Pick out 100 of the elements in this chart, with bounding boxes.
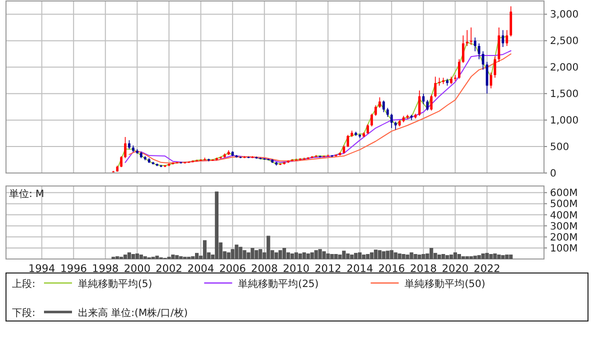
bar <box>306 253 310 259</box>
bar <box>509 254 513 259</box>
bar <box>430 248 434 259</box>
bar <box>143 256 147 259</box>
y-tick-label: 500 <box>550 142 570 154</box>
bar <box>131 254 136 259</box>
bar <box>334 254 338 259</box>
bar <box>278 250 282 259</box>
line-series <box>116 36 508 170</box>
x-tick-label: 2000 <box>124 263 151 275</box>
legend-label: 単純移動平均(5) <box>78 278 152 290</box>
bar <box>438 254 442 259</box>
bar <box>266 236 270 259</box>
x-tick-label: 2006 <box>219 263 246 275</box>
x-tick-label: 2002 <box>156 263 182 275</box>
x-tick-label: 2016 <box>378 263 406 275</box>
bar <box>330 254 334 259</box>
y-tick-label: 600M <box>550 188 578 200</box>
x-tick-label: 1998 <box>92 263 119 275</box>
legend-label: 単純移動平均(50) <box>404 278 486 290</box>
bar <box>294 252 298 259</box>
bar <box>497 254 501 259</box>
y-tick-label: 3,000 <box>550 10 579 21</box>
y-tick-label: 400M <box>550 210 578 222</box>
annotation: 単位: M <box>9 188 44 200</box>
candlestick <box>426 100 429 111</box>
candlestick <box>390 113 393 128</box>
bar <box>505 254 509 259</box>
bar <box>258 249 262 259</box>
candlestick <box>430 94 433 111</box>
bar <box>310 252 314 259</box>
bar <box>374 250 378 259</box>
bar <box>465 256 469 259</box>
bar <box>477 255 481 259</box>
bar <box>242 250 246 259</box>
x-tick-label: 2004 <box>187 263 214 275</box>
bar <box>175 255 179 259</box>
bar <box>155 256 159 259</box>
legend-title: 上段: <box>12 278 36 290</box>
candlestick <box>462 35 464 64</box>
bar <box>314 250 318 259</box>
bar <box>418 254 422 259</box>
candlestick <box>346 134 350 148</box>
candlestick <box>474 37 476 52</box>
candlestick <box>370 113 373 127</box>
bar <box>394 252 398 259</box>
x-tick-label: 2018 <box>410 263 437 275</box>
bar <box>116 256 120 259</box>
legend-title: 下段: <box>12 307 36 319</box>
candlestick <box>120 156 122 168</box>
x-tick-label: 2012 <box>314 263 342 275</box>
candlestick <box>478 42 480 60</box>
y-tick-label: 1,500 <box>550 89 579 100</box>
candlestick <box>366 124 369 134</box>
bar <box>254 250 258 259</box>
bar <box>370 252 374 259</box>
bar <box>398 253 402 259</box>
candlestick <box>510 6 512 37</box>
x-tick-label: 2008 <box>251 263 278 275</box>
bar <box>214 192 218 259</box>
bar <box>326 253 330 259</box>
bar <box>481 253 485 259</box>
candlestick <box>382 100 385 113</box>
candlestick <box>378 96 381 108</box>
bar <box>234 244 238 259</box>
candlestick <box>498 27 500 62</box>
x-tick-label: 1994 <box>28 263 56 275</box>
bar <box>346 253 350 259</box>
bar <box>410 252 414 259</box>
x-tick-label: 2014 <box>346 263 374 275</box>
candlestick <box>418 90 421 116</box>
bar <box>238 246 242 259</box>
candlestick <box>458 58 460 80</box>
bar <box>171 254 175 259</box>
bar <box>127 252 132 259</box>
bar <box>318 249 322 259</box>
bar <box>386 250 390 259</box>
bar <box>414 254 418 259</box>
bar <box>378 250 382 259</box>
y-tick-label: 2,000 <box>550 62 579 74</box>
bar <box>461 256 465 259</box>
y-tick-label: 200M <box>550 232 578 244</box>
y-tick-label: 2,500 <box>550 36 579 48</box>
y-tick-label: 100M <box>550 243 578 254</box>
candlestick <box>422 93 425 105</box>
bar <box>354 252 358 259</box>
bar <box>406 254 410 259</box>
bar <box>123 254 128 259</box>
legend-label: 出来高 単位:(M株/口/枚) <box>78 307 188 319</box>
bar <box>453 252 458 259</box>
bar <box>286 252 290 259</box>
y-tick-label: 500M <box>550 199 578 210</box>
bar <box>445 255 450 259</box>
candlestick <box>502 30 504 48</box>
bar <box>366 254 370 259</box>
bar <box>390 250 394 259</box>
legend-label: 単純移動平均(25) <box>238 278 319 290</box>
candlestick <box>506 30 508 46</box>
bar <box>501 255 505 259</box>
bar <box>358 252 362 259</box>
